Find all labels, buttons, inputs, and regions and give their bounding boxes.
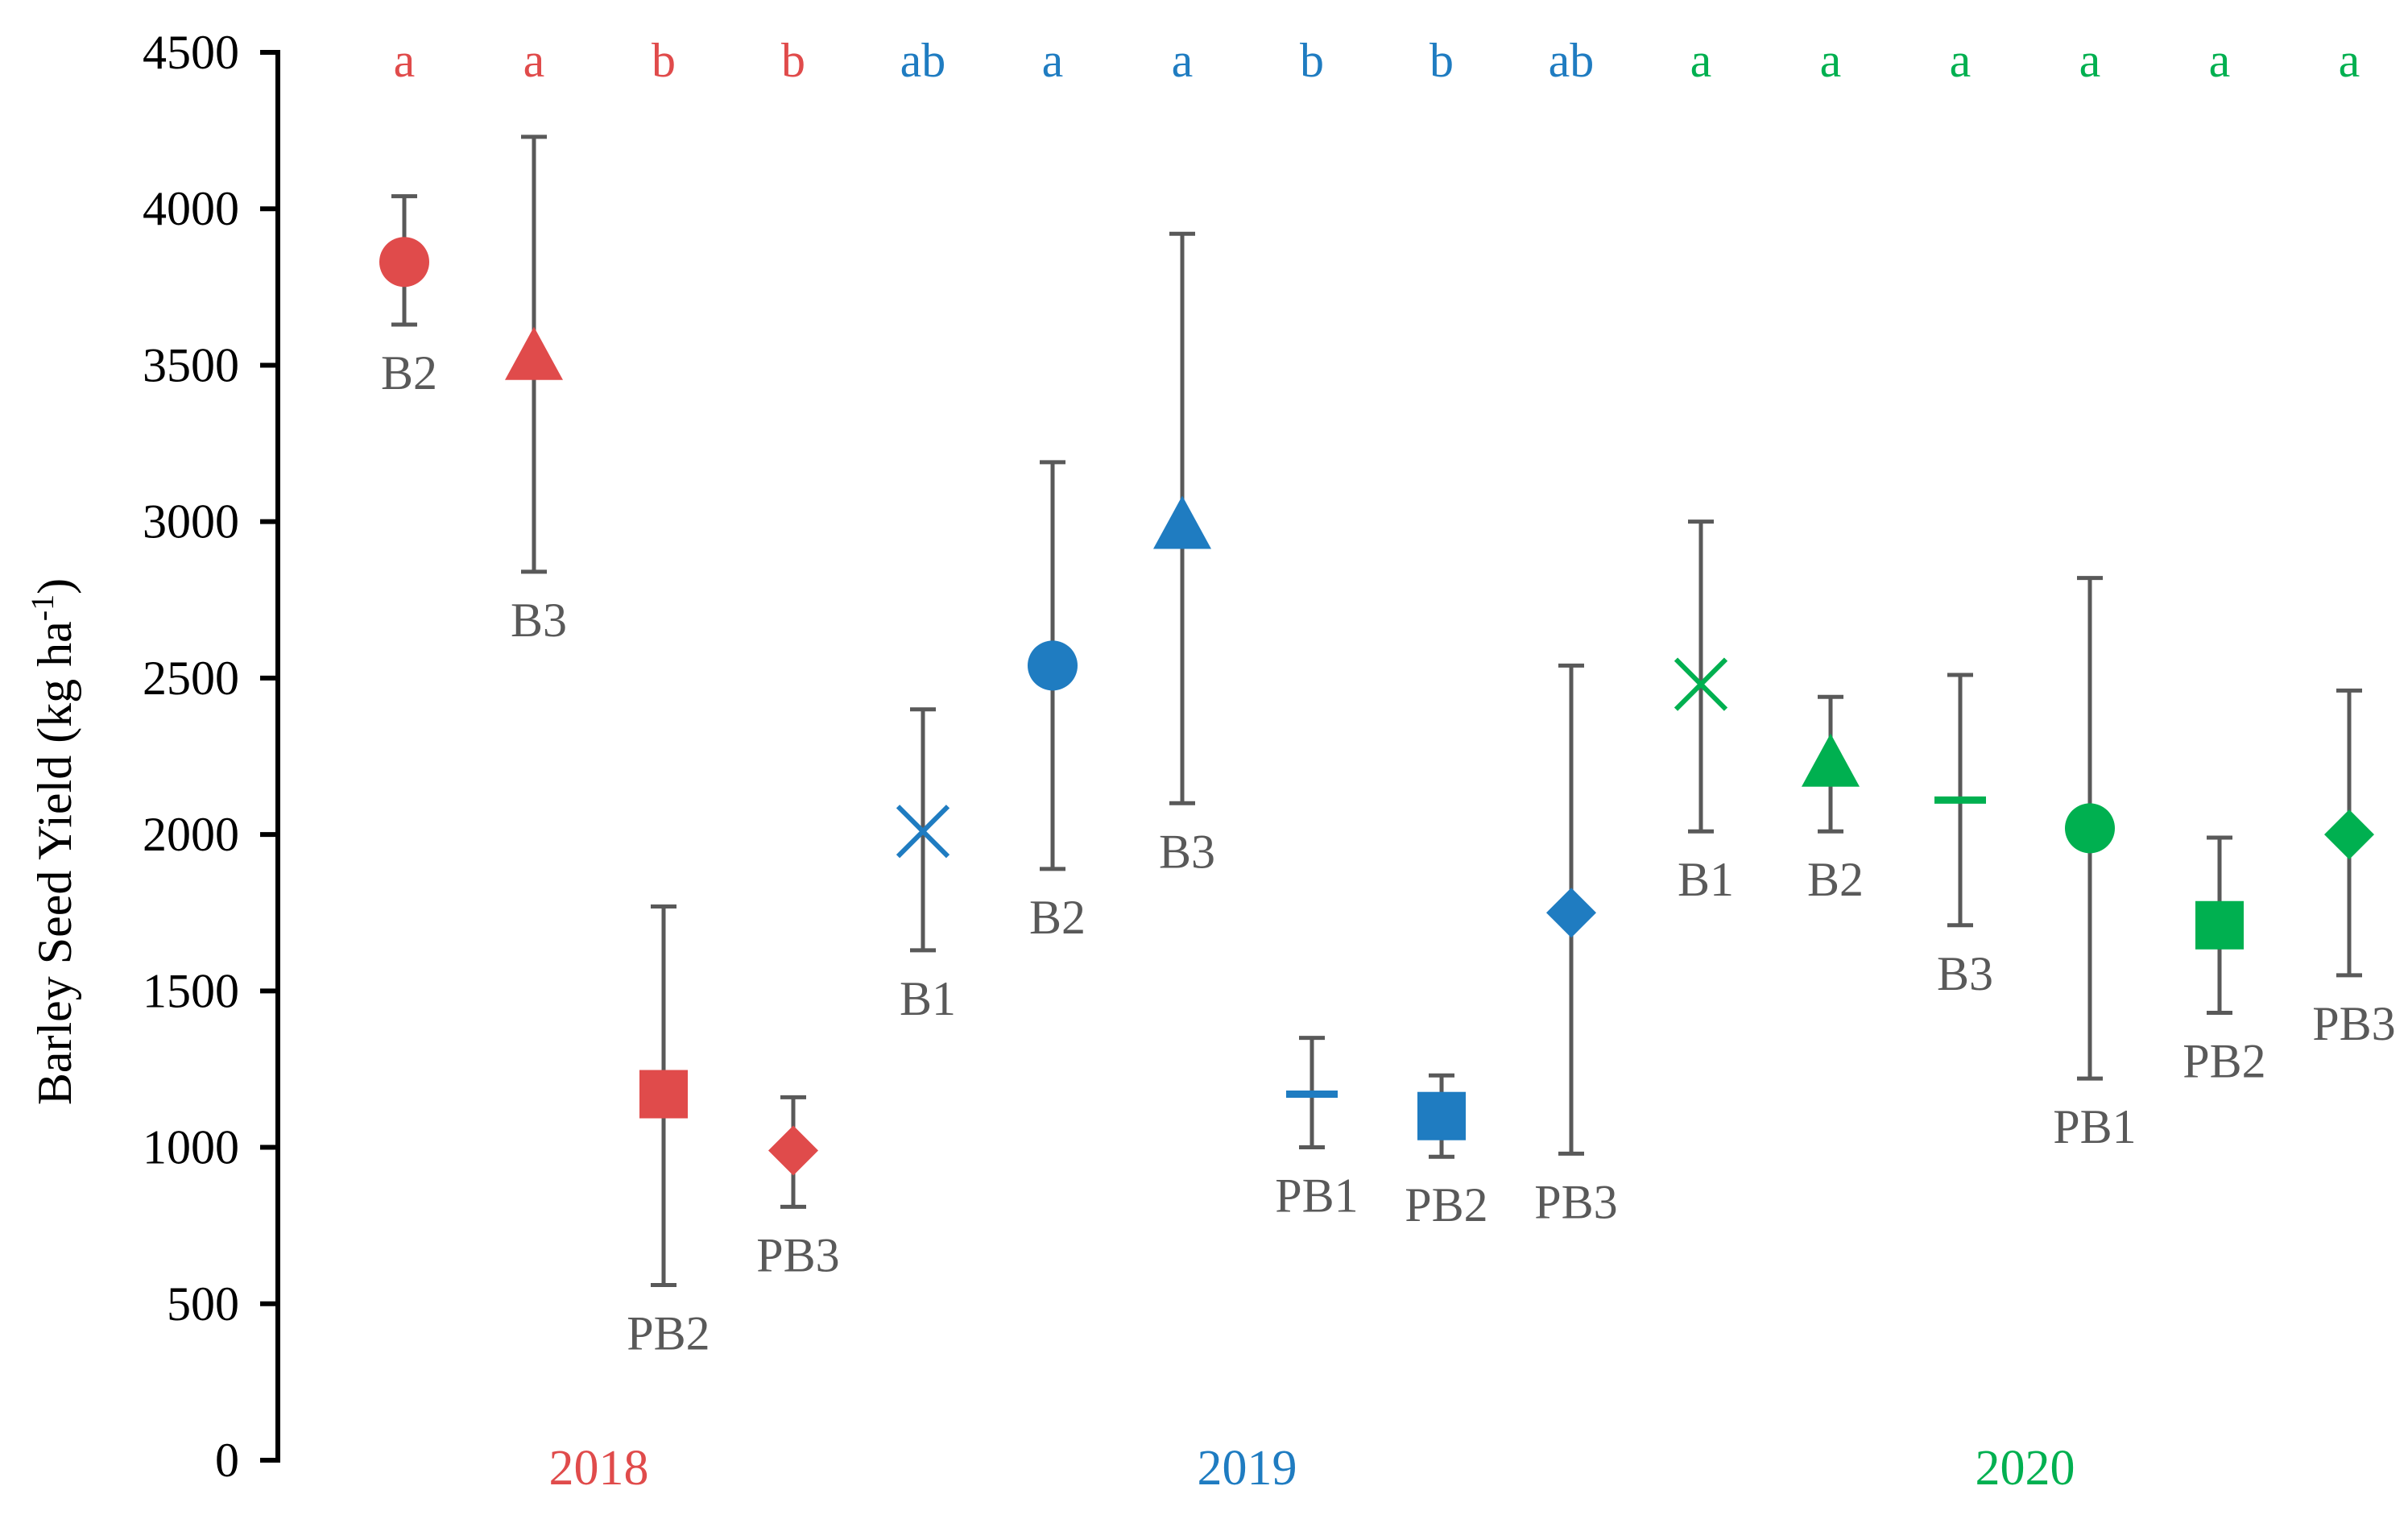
y-tick-label: 1000: [143, 1121, 239, 1174]
point-label: B2: [381, 346, 437, 399]
point-label: B1: [900, 972, 956, 1025]
significance-letter: ab: [1549, 34, 1595, 87]
data-point-b2-2018: [379, 237, 429, 288]
significance-letter: a: [2079, 34, 2101, 87]
y-tick-label: 4000: [143, 182, 239, 235]
data-point-b1-2019: [896, 805, 950, 859]
significance-letter: ab: [900, 34, 946, 87]
y-axis-title-superscript: -1: [24, 594, 60, 621]
point-label: B3: [511, 594, 567, 647]
point-label: PB3: [1534, 1175, 1617, 1228]
data-point-b2-2019: [1028, 640, 1078, 691]
significance-letter: b: [1429, 34, 1454, 87]
y-tick-label: 1500: [143, 964, 239, 1017]
point-label: PB2: [627, 1306, 710, 1360]
y-tick-label: 2000: [143, 808, 239, 861]
y-axis-title: Barley Seed Yield (kg ha-1): [24, 578, 82, 1105]
data-point-b3-2019: [1153, 495, 1211, 549]
y-axis-title-main: Barley Seed Yield (kg ha: [28, 621, 81, 1105]
significance-letter: a: [1042, 34, 1064, 87]
year-label-2019: 2019: [1198, 1441, 1297, 1496]
point-label: PB3: [756, 1228, 839, 1281]
point-label: PB3: [2312, 997, 2395, 1050]
point-labels: B2 B3 PB2 PB3 B1 B2 B3 PB1 PB2 PB3 B1 B2 B3 PB1 PB2 PB3: [381, 346, 2396, 1360]
point-label: PB1: [1275, 1169, 1358, 1223]
data-point-pb1-2020: [2065, 803, 2115, 854]
year-label-2018: 2018: [549, 1441, 649, 1496]
y-axis: 0 500 1000 1500 2000 2500 3000 3500 4000 4500: [143, 26, 280, 1487]
y-tick-label: 500: [167, 1277, 239, 1331]
point-label: B2: [1029, 891, 1086, 944]
point-label: B1: [1678, 853, 1734, 906]
data-point-pb2-2020: [2195, 900, 2244, 950]
markers: [379, 237, 2374, 1176]
y-tick-label: 2500: [143, 652, 239, 705]
point-label: PB2: [1405, 1178, 1487, 1231]
y-axis-title-close: ): [28, 578, 81, 594]
year-label-2020: 2020: [1976, 1441, 2075, 1496]
y-tick-label: 4500: [143, 26, 239, 79]
point-label: PB2: [2183, 1035, 2265, 1088]
significance-letters: a a b b ab a a b b ab a a a a a a: [394, 34, 2360, 87]
y-tick-label: 3000: [143, 495, 239, 548]
significance-letter: a: [1690, 34, 1712, 87]
significance-letter: b: [652, 34, 676, 87]
significance-letter: a: [394, 34, 416, 87]
data-point-pb2-2019: [1417, 1091, 1466, 1140]
significance-letter: a: [2339, 34, 2360, 87]
x-stroke: [896, 805, 950, 859]
data-point-b2-2020: [1802, 733, 1860, 787]
significance-letter: a: [1820, 34, 1842, 87]
significance-letter: a: [523, 34, 545, 87]
data-point-b1-2020: [1674, 657, 1728, 711]
significance-letter: a: [1950, 34, 1971, 87]
data-point-pb3-2019: [1546, 888, 1596, 938]
point-label: B3: [1159, 825, 1215, 878]
point-label: B3: [1937, 947, 1993, 1000]
y-tick-label: 3500: [143, 338, 239, 391]
data-point-pb2-2018: [639, 1070, 688, 1119]
data-point-pb3-2018: [768, 1125, 818, 1176]
data-point-pb3-2020: [2324, 809, 2374, 860]
year-labels: 2018 2019 2020: [549, 1441, 2075, 1496]
point-label: B2: [1807, 853, 1864, 906]
point-label: PB1: [2053, 1100, 2136, 1153]
data-point-b3-2018: [505, 326, 563, 380]
significance-letter: b: [781, 34, 805, 87]
significance-letter: a: [2209, 34, 2231, 87]
x-stroke: [1674, 657, 1728, 711]
y-tick-label: 0: [215, 1434, 239, 1487]
significance-letter: a: [1172, 34, 1194, 87]
significance-letter: b: [1300, 34, 1324, 87]
